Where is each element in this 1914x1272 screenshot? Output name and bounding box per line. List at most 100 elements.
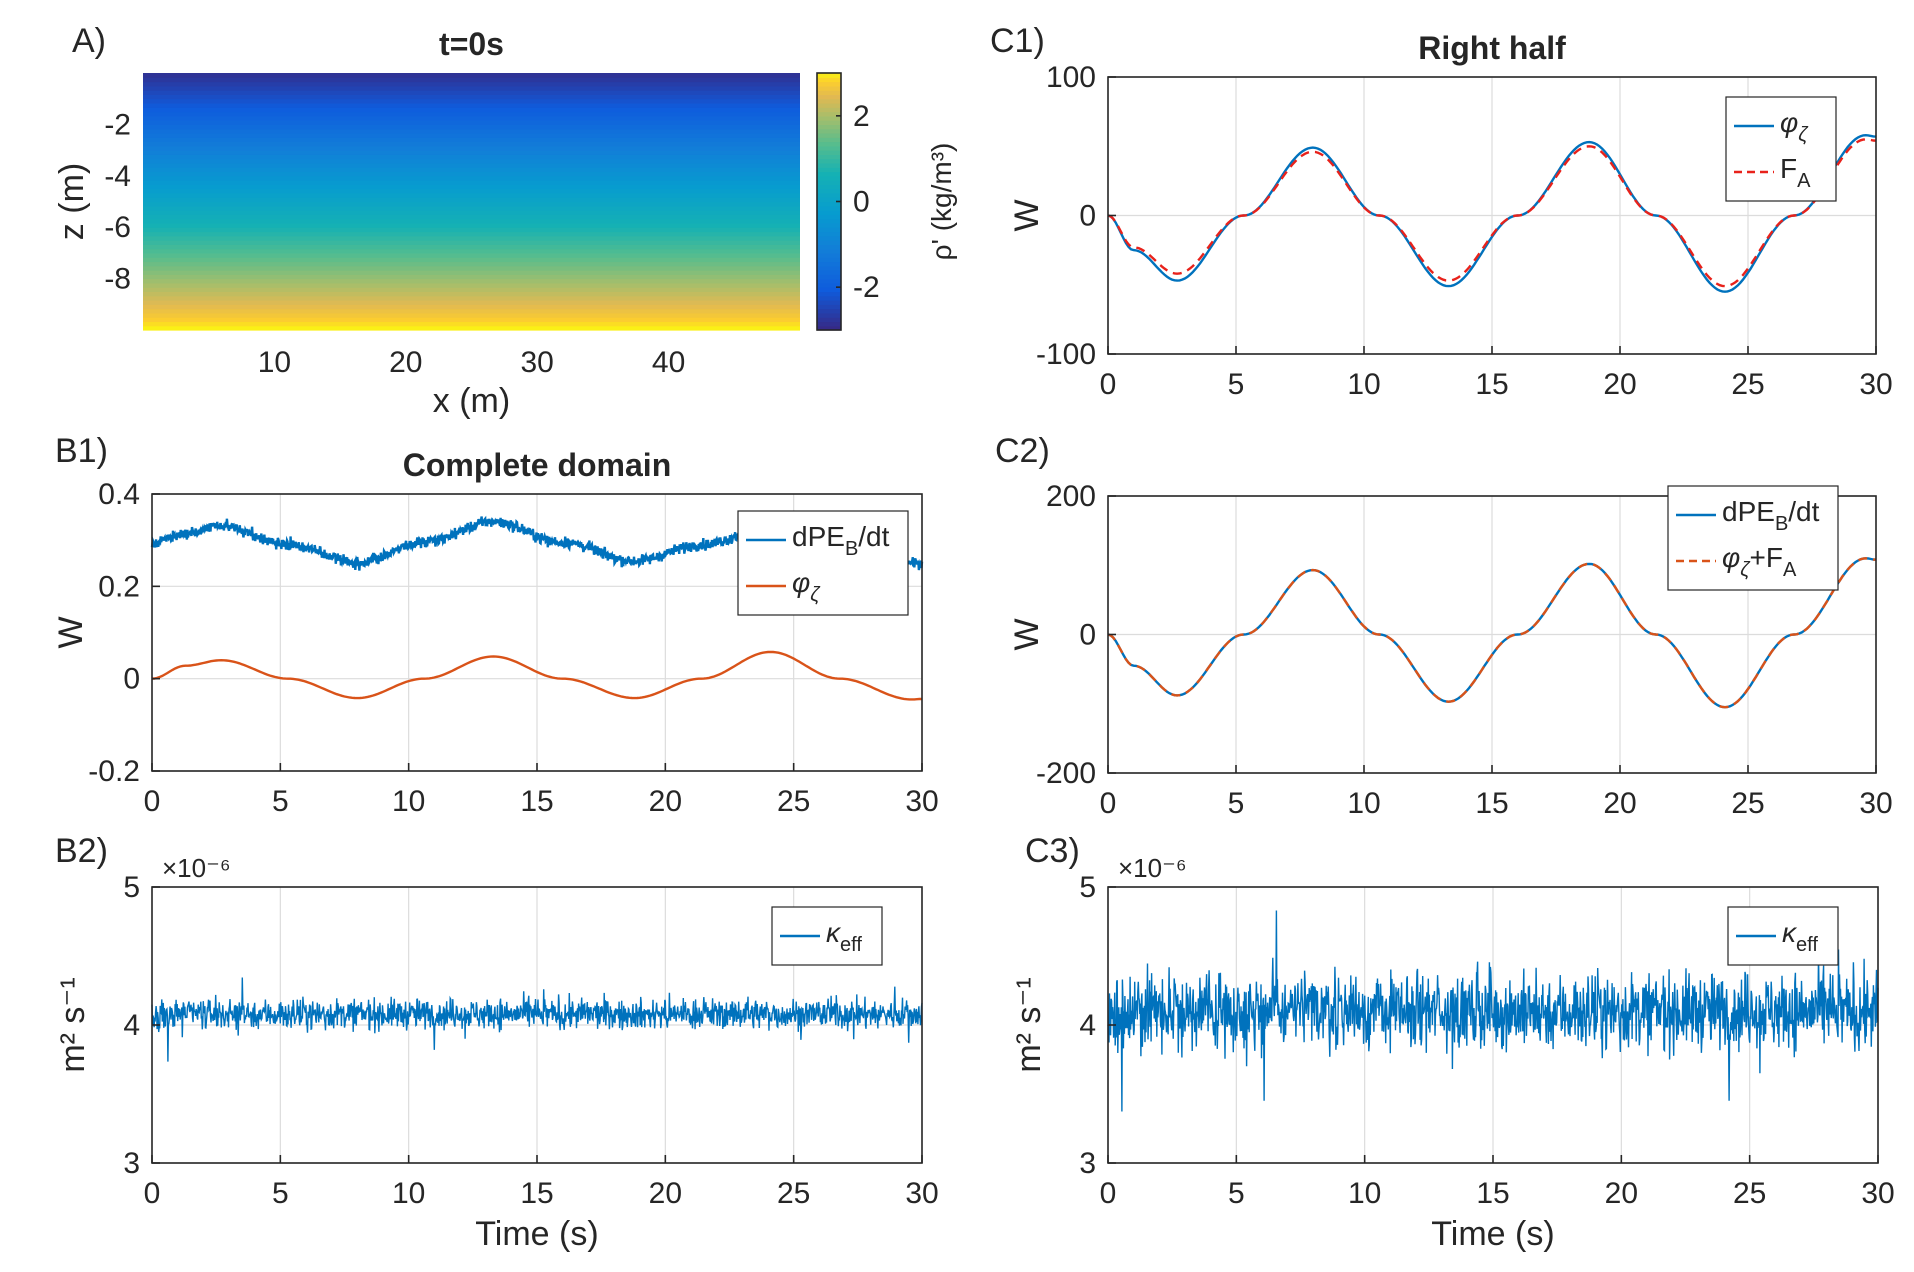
chart-title: Right half (1418, 30, 1566, 66)
colorbar-band (817, 77, 841, 83)
heatmap-band (143, 261, 800, 267)
x-tick-label: 25 (1733, 1177, 1766, 1210)
heatmap-band (143, 175, 800, 181)
heatmap-band (143, 94, 800, 100)
colorbar-band (817, 287, 841, 293)
colorbar-band (817, 102, 841, 108)
y-tick-label: 0 (1079, 200, 1096, 233)
colorbar-tick-label: -2 (853, 271, 880, 304)
colorbar-band (817, 85, 841, 91)
heatmap-band (143, 240, 800, 245)
colorbar-band (817, 141, 841, 147)
heatmap-band (143, 295, 800, 301)
x-tick-label: 20 (1605, 1177, 1638, 1210)
colorbar-band (817, 162, 841, 168)
y-axis-label: W (1008, 199, 1046, 231)
x-tick-label: 20 (1603, 787, 1636, 820)
y-tick-label: -6 (104, 211, 131, 244)
colorbar-band (817, 304, 841, 310)
x-tick-label: 30 (905, 785, 938, 818)
heatmap-band (143, 124, 800, 130)
colorbar-band (817, 214, 841, 220)
legend-label: κeff (826, 917, 862, 956)
heatmap-band (143, 201, 800, 207)
colorbar-band (817, 317, 841, 323)
colorbar-band (817, 222, 841, 228)
heatmap-band (143, 137, 800, 143)
x-tick-label: 0 (1100, 368, 1117, 401)
y-tick-label: 5 (123, 871, 140, 904)
heatmap-band (143, 162, 800, 168)
colorbar-band (817, 210, 841, 215)
series-line (1107, 138, 1877, 288)
x-tick-label: 5 (1228, 787, 1245, 820)
colorbar-band (817, 231, 841, 237)
colorbar-band (817, 150, 841, 155)
legend-label: φζ (1780, 107, 1809, 146)
heatmap-band (143, 128, 800, 134)
y-axis-label: W (52, 616, 90, 648)
colorbar-band (817, 192, 841, 198)
colorbar-band (817, 154, 841, 160)
colorbar-band (817, 120, 841, 125)
heatmap-band (143, 188, 800, 194)
y-tick-label: 3 (1079, 1147, 1096, 1180)
y-axis-label: m² s⁻¹ (54, 977, 92, 1072)
colorbar-band (817, 240, 841, 245)
panel-c3: C3) 0 5 10 15 20 25 30 5 4 3 ×10⁻⁶ Time (s) m² s⁻¹ κef… (1010, 832, 1895, 1253)
legend-box (737, 510, 909, 616)
heatmap-band (143, 154, 800, 160)
x-tick-label: 0 (144, 785, 161, 818)
x-axis-label: x (m) (433, 382, 510, 420)
legend: κeff (771, 906, 883, 966)
panel-label: B1) (55, 432, 108, 470)
heatmap-band (143, 192, 800, 198)
colorbar-tick-label: 0 (853, 186, 870, 219)
series-line (151, 977, 923, 1062)
chart-title: Complete domain (403, 447, 671, 483)
heatmap-band (143, 300, 800, 305)
panel-label: C3) (1025, 832, 1080, 870)
heatmap-band (143, 81, 800, 87)
colorbar-band (817, 197, 841, 203)
colorbar-band (817, 184, 841, 190)
x-tick-label: 30 (1861, 1177, 1894, 1210)
colorbar-band (817, 180, 841, 185)
heatmap-band (143, 145, 800, 151)
heatmap-band (143, 218, 800, 224)
colorbar-band (817, 248, 841, 254)
colorbar-band (817, 205, 841, 211)
heatmap-band (143, 312, 800, 318)
heatmap-band (143, 98, 800, 104)
colorbar-band (817, 235, 841, 241)
heatmap-band (143, 210, 800, 215)
y-tick-label: -8 (104, 263, 131, 296)
x-tick-label: 15 (520, 785, 553, 818)
x-tick-label: 0 (1100, 787, 1117, 820)
colorbar-band (817, 128, 841, 134)
colorbar-band (817, 227, 841, 233)
legend: dPEB/dt φζ (737, 510, 909, 616)
heatmap-band (143, 248, 800, 254)
colorbar-band (817, 282, 841, 288)
colorbar-band (817, 167, 841, 173)
heatmap-band (143, 77, 800, 83)
heatmap-band (143, 111, 800, 117)
x-axis-label: Time (s) (1431, 1215, 1554, 1253)
colorbar-band (817, 81, 841, 87)
colorbar-band (817, 137, 841, 143)
legend-box (1725, 96, 1837, 202)
heatmap-band (143, 265, 800, 271)
heatmap-band (143, 120, 800, 125)
colorbar-band (817, 270, 841, 275)
heatmap-band (143, 282, 800, 288)
heatmap-band (143, 158, 800, 164)
heatmap-band (143, 214, 800, 220)
panel-label: A) (72, 22, 106, 60)
x-tick-label: 25 (777, 785, 810, 818)
colorbar-band (817, 201, 841, 207)
heatmap-band (143, 73, 800, 78)
